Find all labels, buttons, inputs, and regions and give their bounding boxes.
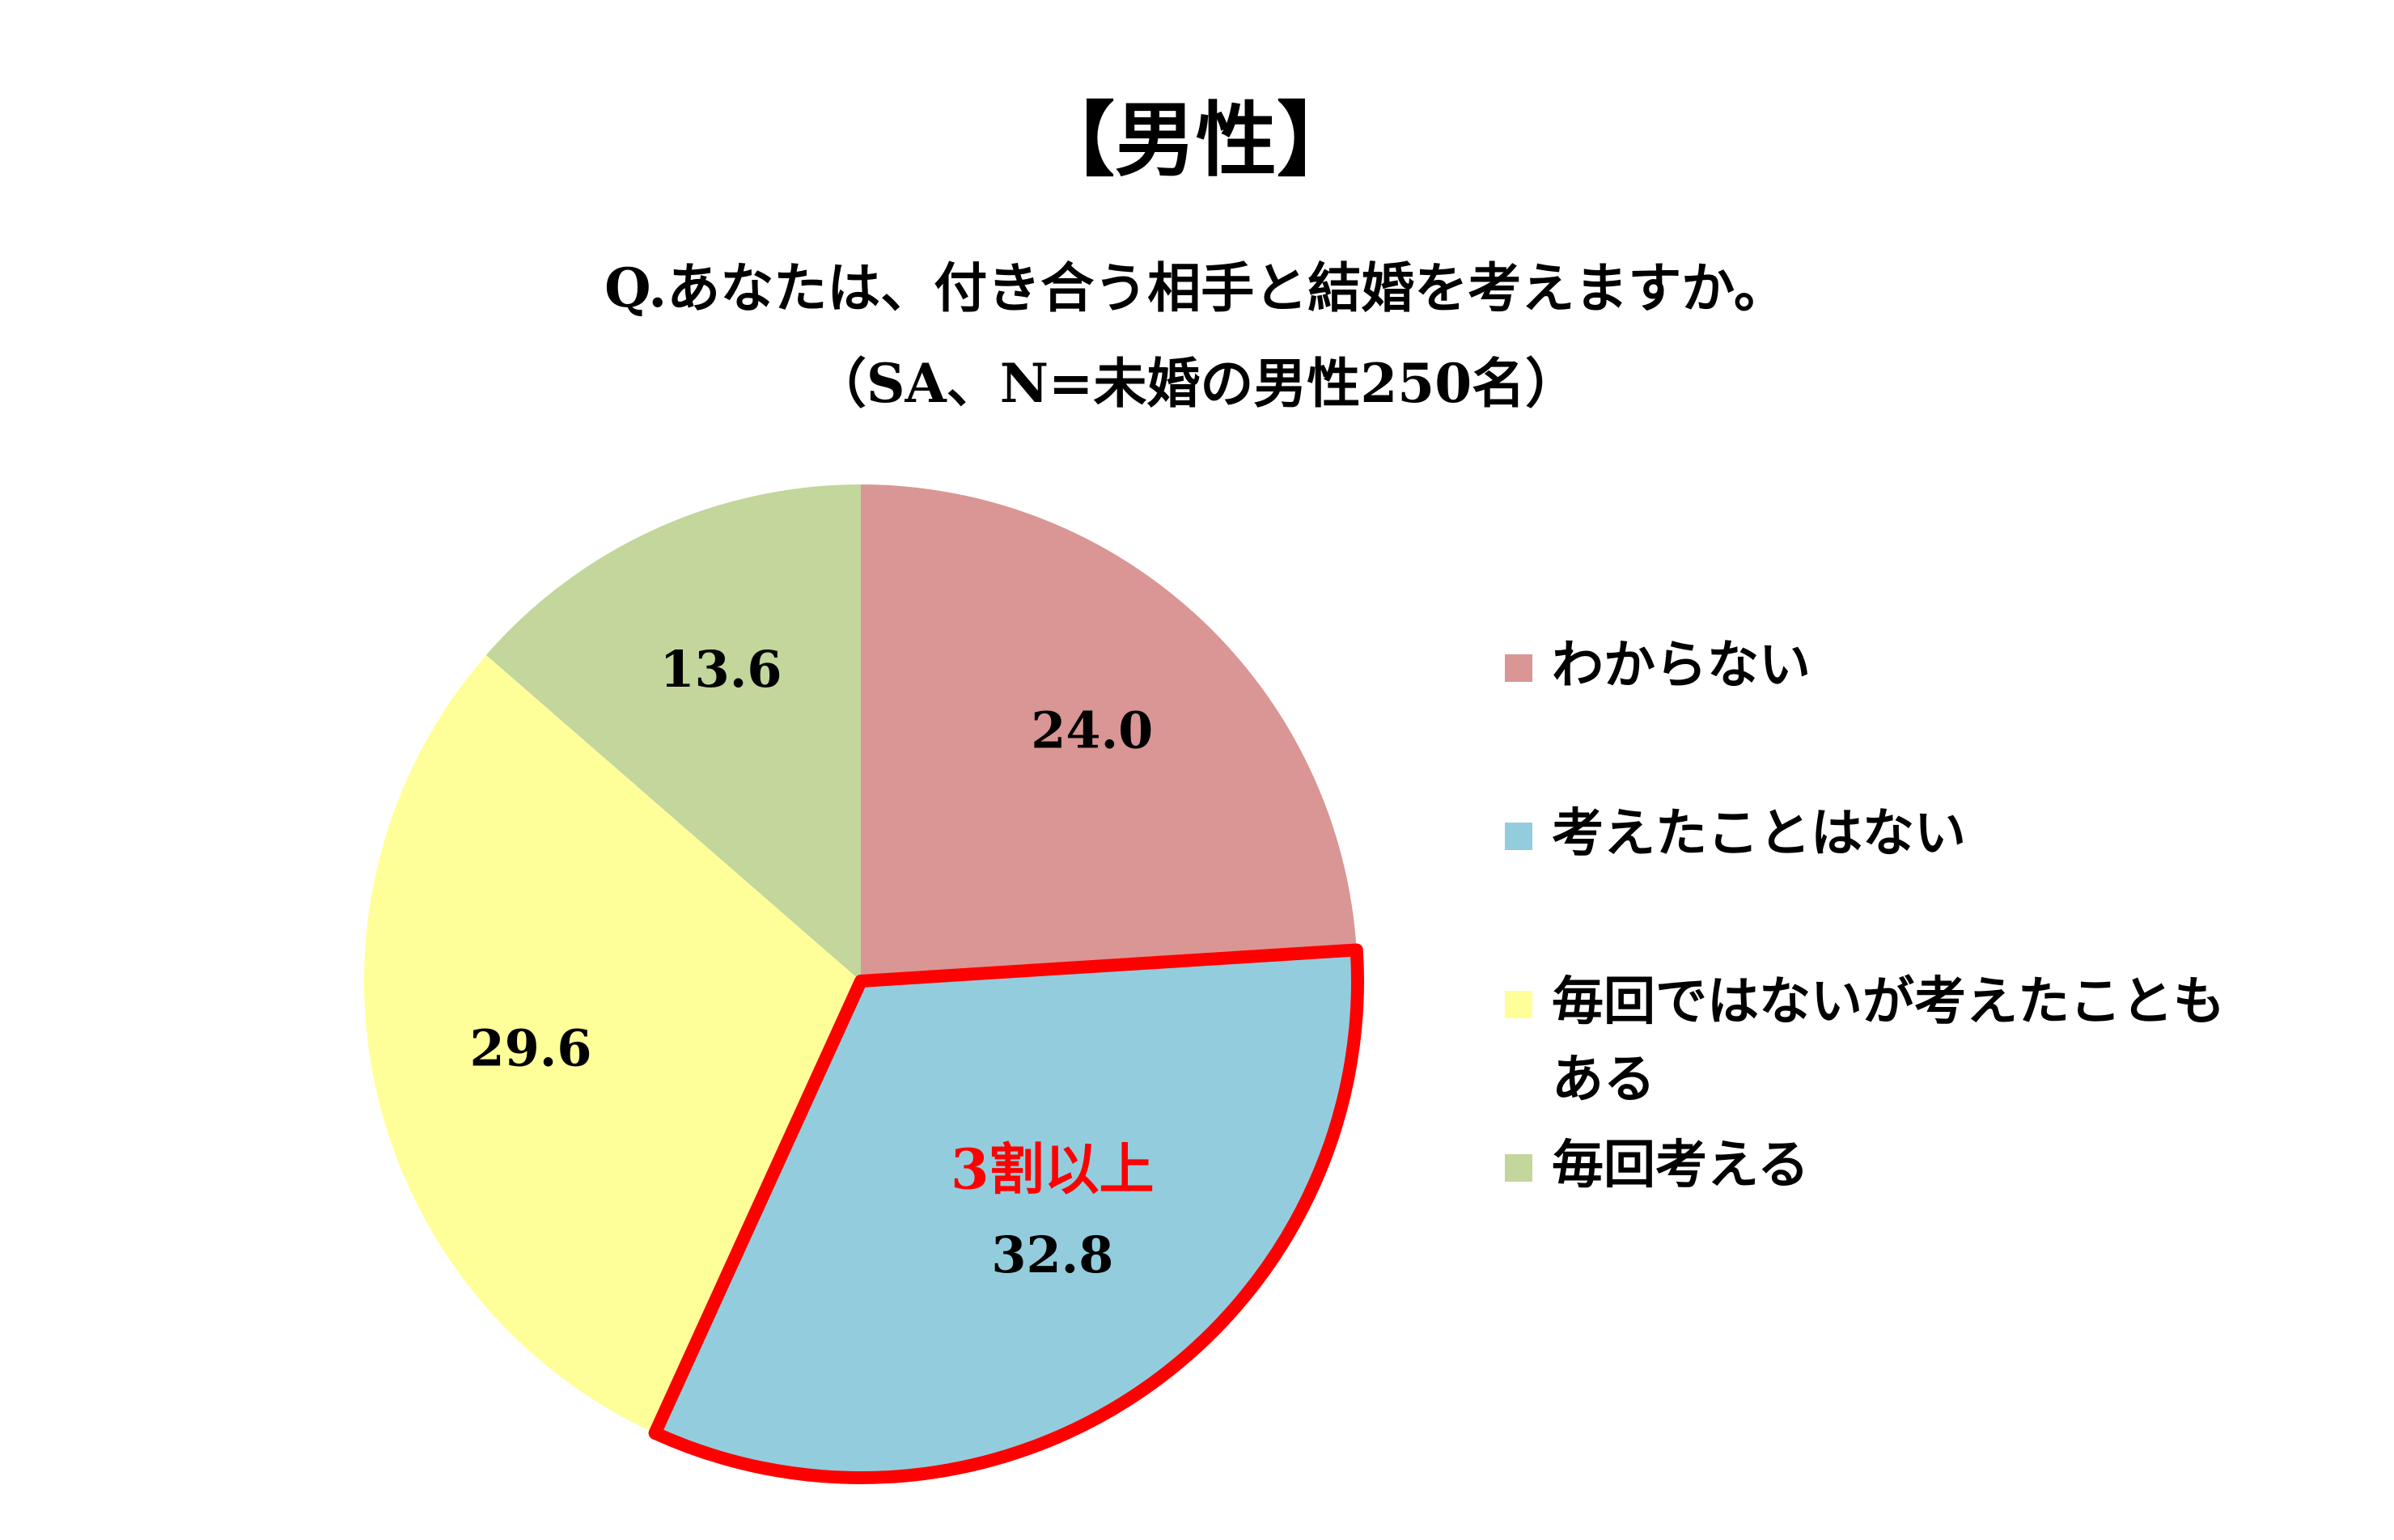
data-label: 24.0 (1031, 701, 1153, 760)
legend-label: わからない (1552, 635, 1811, 696)
legend-swatch (1505, 654, 1532, 682)
legend-item: わからない (1505, 627, 2233, 704)
legend-swatch (1505, 823, 1532, 850)
pie-slice (485, 484, 861, 981)
legend-item: 毎回ではないが考えたこともある (1505, 963, 2233, 1119)
data-label: 32.8 (991, 1225, 1113, 1284)
subtitle: Q.あなたは、付き合う相手と結婚を考えますか。 (604, 256, 1787, 319)
legend-swatch (1505, 991, 1532, 1018)
data-label: 29.6 (469, 1019, 591, 1078)
chart-title: 【男性】 (1034, 92, 1358, 188)
data-label: 13.6 (659, 640, 782, 699)
pie-slice (861, 484, 1357, 981)
legend-label: 考えたことはない (1552, 803, 1966, 864)
legend-swatch (1505, 1154, 1532, 1182)
legend-label: 毎回考える (1552, 1135, 1810, 1195)
legend-item: 毎回考える (1505, 1127, 2233, 1204)
legend-label: 毎回ではないが考えたこともある (1552, 971, 2225, 1110)
annotation: 3割以上 (951, 1137, 1154, 1202)
pie-slice (648, 943, 1364, 1484)
legend: わからない考えたことはない毎回ではないが考えたこともある毎回考える (1505, 627, 2233, 1295)
subtitle: （SA、N=未婚の男性250名） (813, 352, 1578, 415)
legend-item: 考えたことはない (1505, 795, 2233, 873)
